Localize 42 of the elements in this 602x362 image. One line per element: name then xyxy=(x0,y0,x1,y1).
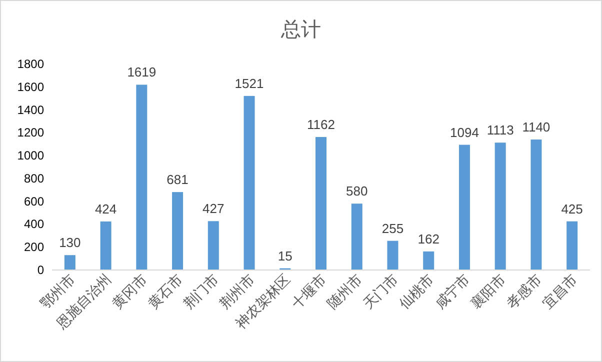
data-label: 15 xyxy=(278,248,292,264)
data-label: 1140 xyxy=(522,120,550,135)
chart-title: 总计 xyxy=(280,19,321,41)
data-label: 255 xyxy=(382,220,404,236)
bar xyxy=(351,204,362,270)
y-tick-label: 1200 xyxy=(17,126,44,140)
y-tick-label: 0 xyxy=(37,263,44,277)
data-label: 130 xyxy=(59,235,81,250)
data-label: 1113 xyxy=(486,122,514,138)
bar xyxy=(64,255,76,270)
data-label: 681 xyxy=(166,172,188,188)
bar xyxy=(423,251,434,270)
bar xyxy=(136,84,148,270)
data-label: 1619 xyxy=(127,64,156,80)
bar xyxy=(100,221,112,270)
bar xyxy=(494,142,506,270)
data-label: 1162 xyxy=(307,117,335,132)
data-label: 162 xyxy=(418,231,440,246)
y-tick-label: 1000 xyxy=(17,148,44,163)
bar xyxy=(530,140,542,270)
data-label: 1094 xyxy=(450,124,479,140)
data-label: 424 xyxy=(94,201,117,216)
y-tick-label: 1800 xyxy=(17,57,44,71)
bar xyxy=(244,96,255,270)
data-label: 427 xyxy=(202,201,224,216)
data-label: 580 xyxy=(346,184,368,199)
y-tick-label: 1600 xyxy=(17,80,44,94)
y-tick-label: 200 xyxy=(24,240,44,254)
bar xyxy=(566,221,578,270)
data-label: 1521 xyxy=(234,76,264,91)
y-tick-label: 400 xyxy=(24,217,44,232)
x-tick-label: 仙桃市 xyxy=(396,272,438,313)
y-tick-label: 1400 xyxy=(17,102,44,117)
bar xyxy=(208,221,219,270)
bar xyxy=(172,192,184,270)
bar xyxy=(387,240,398,270)
y-tick-label: 800 xyxy=(24,171,44,186)
y-tick-label: 600 xyxy=(24,194,44,208)
data-label: 425 xyxy=(561,201,583,216)
bar xyxy=(316,137,326,270)
bar xyxy=(458,144,470,270)
x-tick-label: 宜昌市 xyxy=(540,272,581,313)
